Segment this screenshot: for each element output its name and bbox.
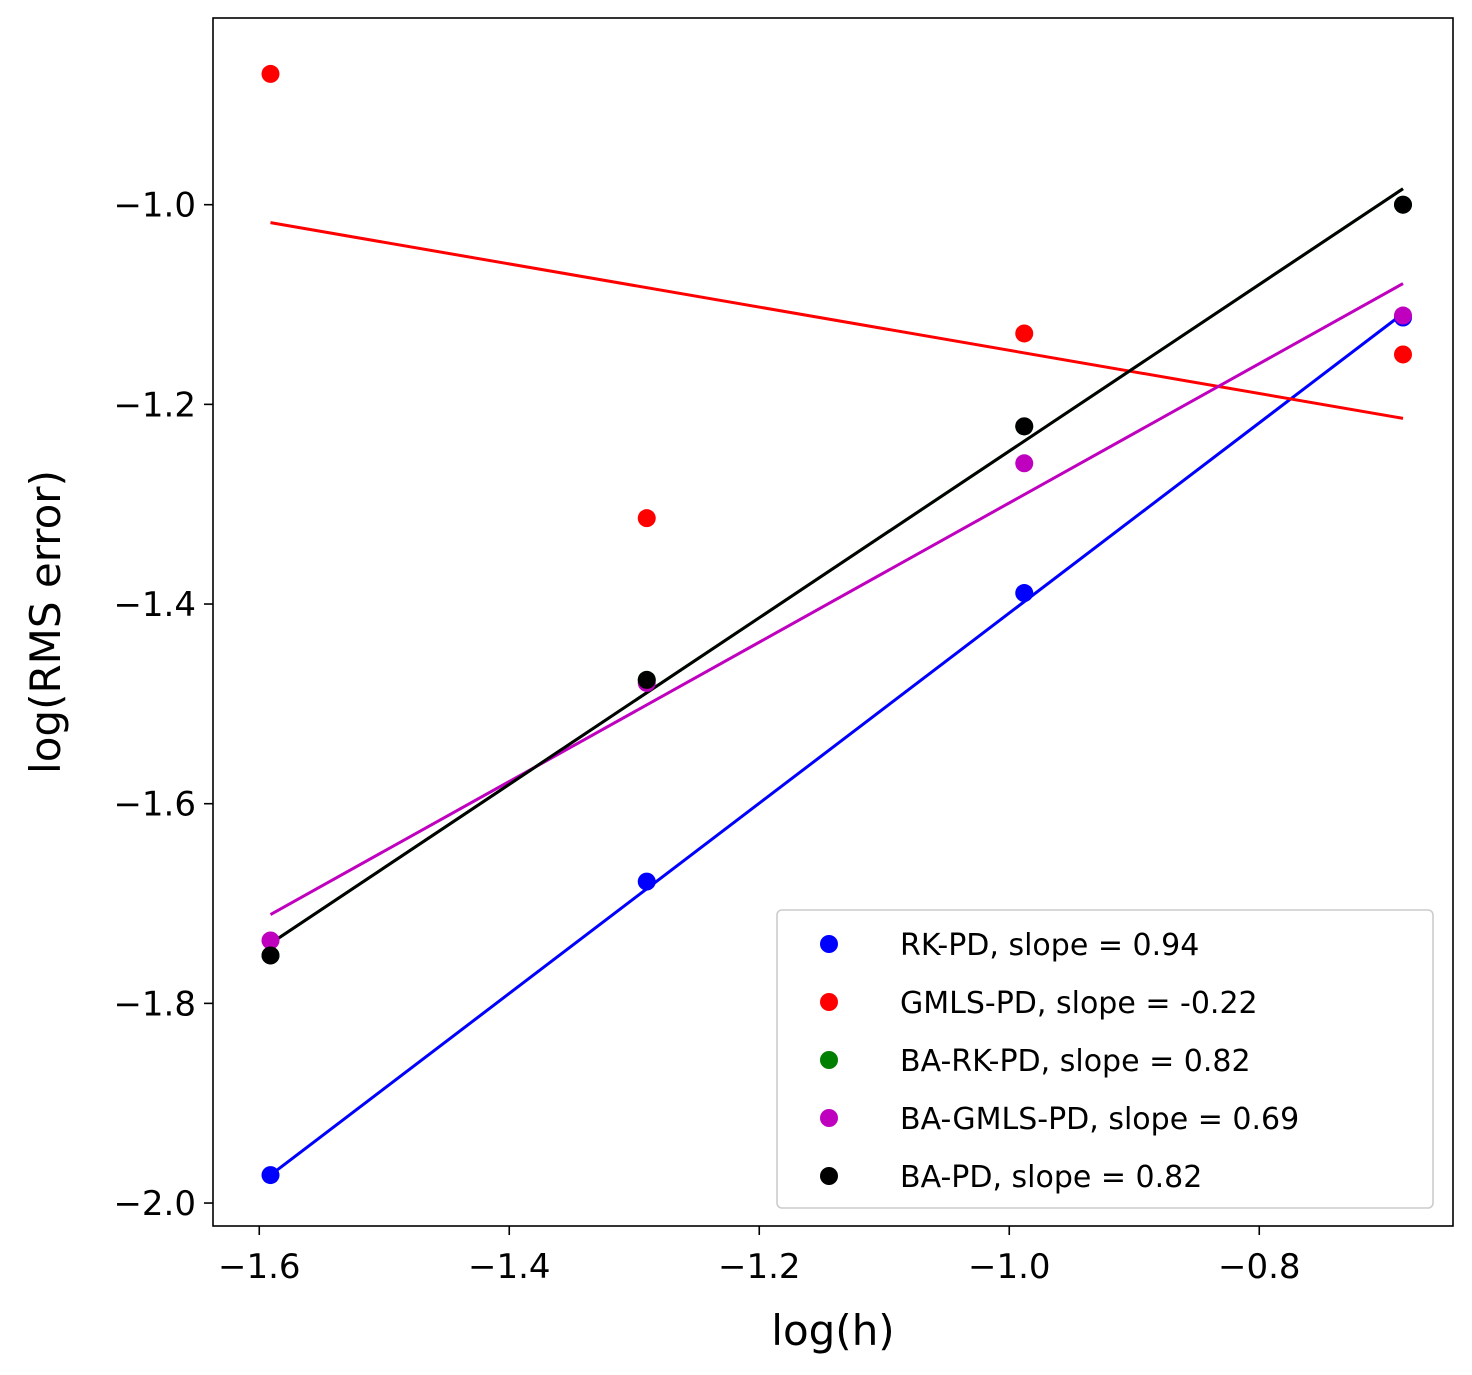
legend: RK-PD, slope = 0.94 GMLS-PD, slope = -0.2… xyxy=(776,909,1434,1209)
point-ba-pd xyxy=(1015,417,1034,436)
legend-label-ba-rk-pd: BA-RK-PD, slope = 0.82 xyxy=(900,1044,1251,1079)
data-points xyxy=(261,64,1412,1185)
legend-label-gmls-pd: GMLS-PD, slope = -0.22 xyxy=(900,986,1258,1021)
point-gmls-pd xyxy=(637,509,656,528)
point-rk-pd xyxy=(637,872,656,891)
legend-label-rk-pd: RK-PD, slope = 0.94 xyxy=(900,928,1199,963)
y-tick-label: −1.4 xyxy=(113,585,196,625)
y-axis: −2.0 −1.8 −1.6 −1.4 −1.2 −1.0 xyxy=(113,186,213,1224)
y-tick-label: −1.2 xyxy=(113,385,196,425)
y-axis-label: log(RMS error) xyxy=(21,470,70,774)
y-tick-label: −1.8 xyxy=(113,984,196,1024)
x-axis-label: log(h) xyxy=(771,1306,894,1355)
x-tick-label: −1.0 xyxy=(968,1247,1051,1287)
point-gmls-pd xyxy=(261,64,280,83)
legend-marker-gmls-pd xyxy=(820,993,838,1011)
point-ba-gmls-pd xyxy=(1394,306,1412,325)
x-tick-label: −1.2 xyxy=(718,1247,801,1287)
point-ba-pd xyxy=(1394,195,1412,214)
point-ba-gmls-pd xyxy=(1015,454,1034,473)
point-rk-pd xyxy=(261,1166,280,1185)
y-tick-label: −2.0 xyxy=(113,1184,196,1224)
x-tick-label: −1.4 xyxy=(468,1247,551,1287)
fit-line-ba-pd xyxy=(269,187,1404,945)
point-gmls-pd xyxy=(1015,324,1034,343)
point-gmls-pd xyxy=(1394,345,1412,364)
legend-label-ba-gmls-pd: BA-GMLS-PD, slope = 0.69 xyxy=(900,1102,1299,1137)
x-tick-label: −0.8 xyxy=(1218,1247,1301,1287)
y-tick-label: −1.6 xyxy=(113,785,196,825)
y-tick-label: −1.0 xyxy=(113,186,196,226)
fit-lines xyxy=(269,187,1404,1177)
point-rk-pd xyxy=(1015,584,1034,603)
legend-marker-ba-gmls-pd xyxy=(820,1109,838,1127)
point-ba-pd xyxy=(261,946,280,965)
legend-marker-rk-pd xyxy=(820,935,838,953)
x-axis: −1.6 −1.4 −1.2 −1.0 −0.8 xyxy=(218,1226,1301,1287)
fit-line-gmls-pd xyxy=(270,221,1404,420)
legend-marker-ba-pd xyxy=(820,1167,838,1185)
point-ba-gmls-pd xyxy=(261,931,280,950)
fit-line-rk-pd xyxy=(269,312,1404,1177)
plot-frame xyxy=(212,17,1454,1227)
fit-line-ba-gmls-pd xyxy=(269,282,1404,916)
legend-box xyxy=(776,909,1434,1209)
x-tick-label: −1.6 xyxy=(218,1247,301,1287)
legend-label-ba-pd: BA-PD, slope = 0.82 xyxy=(900,1160,1202,1195)
legend-marker-ba-rk-pd xyxy=(820,1051,838,1069)
point-ba-pd xyxy=(637,670,656,689)
